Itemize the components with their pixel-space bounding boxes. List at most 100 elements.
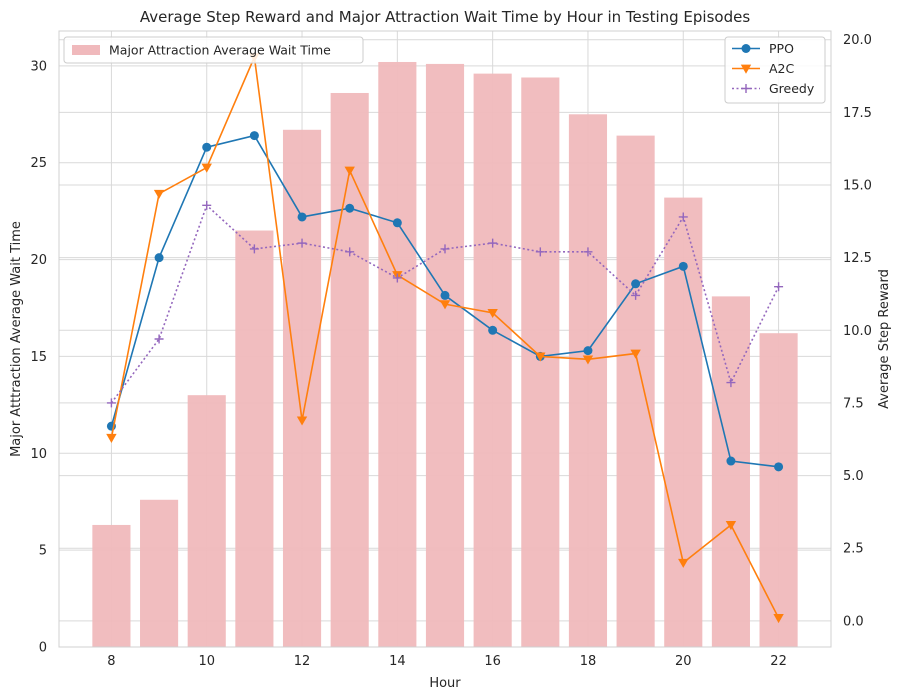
bar bbox=[378, 61, 417, 647]
point-a2c bbox=[487, 308, 498, 319]
point-greedy bbox=[583, 247, 593, 257]
point-greedy bbox=[535, 247, 545, 257]
x-tick-label: 10 bbox=[198, 654, 215, 669]
bar bbox=[759, 333, 798, 647]
point-ppo bbox=[488, 325, 498, 335]
y-left-axis-label: Major Atttraction Average Wait Time bbox=[9, 221, 24, 457]
legend-bars-box bbox=[63, 36, 364, 64]
point-greedy bbox=[678, 212, 688, 222]
point-greedy bbox=[106, 398, 116, 408]
line-greedy bbox=[110, 203, 780, 404]
x-axis-label: Hour bbox=[429, 676, 461, 691]
x-tick-label: 12 bbox=[294, 654, 311, 669]
bar bbox=[92, 524, 131, 647]
point-a2c bbox=[535, 352, 546, 362]
x-tick-label: 22 bbox=[770, 654, 787, 669]
point-a2c bbox=[773, 614, 784, 624]
y-right-tick-label: 10.0 bbox=[843, 324, 872, 339]
point-greedy bbox=[202, 200, 212, 210]
bar bbox=[473, 73, 512, 648]
y-left-tick-label: 5 bbox=[39, 544, 47, 559]
bar bbox=[616, 135, 655, 648]
bar bbox=[140, 499, 179, 647]
point-greedy bbox=[345, 247, 355, 257]
legend-marker-ppo bbox=[741, 44, 751, 53]
bar-series bbox=[92, 61, 798, 648]
point-greedy bbox=[488, 238, 498, 248]
y-right-tick-label: 0.0 bbox=[843, 614, 864, 629]
legend-marker-a2c bbox=[740, 64, 752, 74]
point-ppo bbox=[392, 218, 402, 228]
legend-ppo-label: PPO bbox=[769, 41, 794, 56]
y-right-tick-label: 5.0 bbox=[843, 469, 864, 484]
point-ppo bbox=[345, 203, 355, 213]
point-a2c bbox=[201, 163, 212, 173]
bar bbox=[425, 63, 465, 648]
point-a2c bbox=[106, 433, 117, 443]
point-a2c bbox=[725, 521, 737, 531]
point-ppo bbox=[202, 142, 212, 152]
point-a2c bbox=[582, 355, 594, 365]
point-greedy bbox=[774, 282, 784, 292]
bar bbox=[521, 77, 560, 648]
bar bbox=[235, 230, 274, 647]
y-right-tick-label: 2.5 bbox=[843, 542, 864, 557]
x-tick-label: 16 bbox=[484, 654, 501, 669]
y-right-tick-label: 20.0 bbox=[843, 33, 872, 48]
point-greedy bbox=[154, 334, 164, 344]
y-right-tick-label: 12.5 bbox=[843, 251, 872, 266]
point-a2c bbox=[296, 416, 308, 426]
y-right-axis-label: Average Step Reward bbox=[877, 269, 892, 409]
y-right-tick-label: 15.0 bbox=[843, 179, 872, 194]
point-a2c bbox=[153, 189, 165, 199]
line-series bbox=[106, 53, 784, 624]
chart-title: Average Step Reward and Major Attraction… bbox=[140, 8, 750, 26]
plot-frame bbox=[58, 30, 832, 648]
legend-a2c-label: A2C bbox=[769, 61, 795, 76]
point-ppo bbox=[154, 253, 164, 263]
legend-bars: Major Attraction Average Wait Time bbox=[63, 36, 364, 64]
point-ppo bbox=[297, 212, 307, 222]
bar bbox=[711, 296, 750, 647]
y-right-tick-label: 7.5 bbox=[843, 396, 864, 411]
point-ppo bbox=[583, 346, 593, 356]
point-a2c bbox=[344, 166, 355, 176]
point-ppo bbox=[678, 261, 688, 271]
bar bbox=[568, 114, 608, 648]
y-left-tick-label: 15 bbox=[30, 350, 47, 365]
y-left-tick-label: 20 bbox=[30, 253, 47, 268]
bar bbox=[282, 129, 322, 647]
point-greedy bbox=[297, 238, 307, 248]
point-greedy bbox=[392, 273, 402, 283]
point-ppo bbox=[249, 131, 259, 141]
bar bbox=[187, 395, 226, 647]
legend-bar-label: Major Attraction Average Wait Time bbox=[109, 43, 331, 58]
legend-lines-items bbox=[732, 44, 760, 93]
x-tick-label: 20 bbox=[675, 654, 692, 669]
y-left-tick-label: 25 bbox=[30, 156, 47, 171]
y-left-tick-label: 30 bbox=[30, 59, 47, 74]
legend-lines: PPO A2C Greedy bbox=[724, 36, 826, 104]
legend-greedy-label: Greedy bbox=[769, 81, 815, 96]
point-a2c bbox=[678, 558, 689, 568]
x-tick-label: 8 bbox=[107, 654, 115, 669]
bar bbox=[664, 197, 703, 648]
point-ppo bbox=[440, 290, 450, 300]
point-greedy bbox=[631, 290, 641, 300]
point-greedy bbox=[249, 244, 259, 254]
point-a2c bbox=[630, 349, 641, 359]
y-left-tick-labels: 0 5 10 15 20 25 30 bbox=[30, 59, 47, 655]
x-tick-label: 18 bbox=[580, 654, 597, 669]
y-left-tick-label: 10 bbox=[30, 447, 47, 462]
legend-marker-greedy bbox=[741, 84, 751, 93]
legend-bar-swatch bbox=[72, 45, 100, 55]
x-tick-labels: 8 10 12 14 16 18 20 22 bbox=[107, 654, 787, 669]
point-a2c bbox=[439, 300, 451, 310]
x-tick-label: 14 bbox=[389, 654, 406, 669]
point-ppo bbox=[774, 462, 784, 472]
y-right-tick-label: 17.5 bbox=[843, 106, 872, 121]
point-ppo bbox=[631, 279, 641, 289]
bar bbox=[330, 92, 369, 647]
y-right-tick-labels: 0.0 2.5 5.0 7.5 10.0 12.5 15.0 17.5 20.0 bbox=[843, 33, 872, 629]
